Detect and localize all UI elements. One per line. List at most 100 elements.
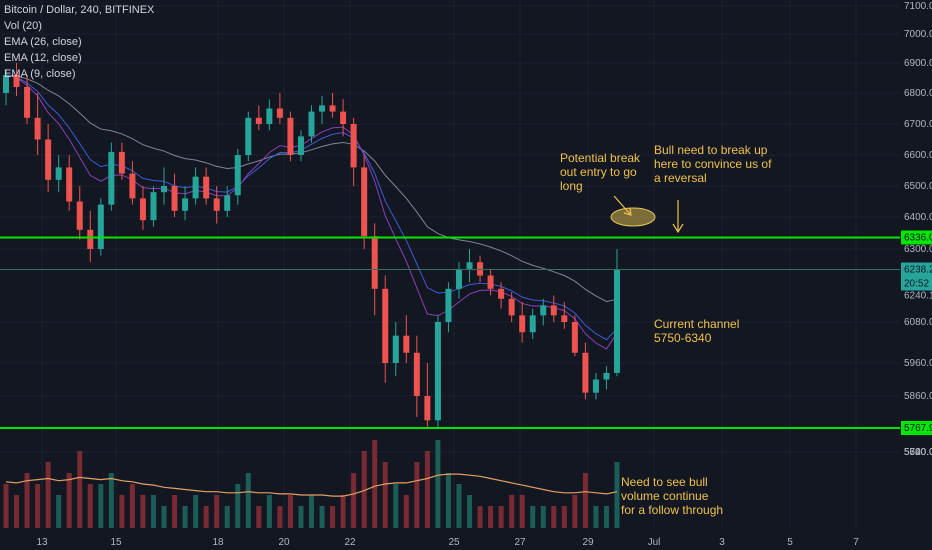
grid-lines	[0, 0, 900, 530]
volume-ma	[5, 473, 618, 497]
volume-bar	[435, 440, 441, 528]
candle	[403, 315, 410, 363]
channel-lines[interactable]	[0, 236, 900, 429]
candle	[561, 302, 568, 329]
volume-bar	[530, 506, 536, 528]
volume-bar	[424, 451, 430, 528]
volume-bar	[298, 506, 304, 528]
candle	[224, 186, 231, 217]
candle	[182, 186, 189, 221]
indicator-ema12[interactable]: EMA (12, close)	[4, 52, 82, 64]
time-axis[interactable]: 13 15 18 20 22 25 27 29 Jul 3 5 7	[0, 530, 932, 550]
price-tick: 5860.0	[904, 391, 932, 402]
candle	[45, 124, 52, 193]
volume-bar	[467, 495, 473, 528]
symbol-title[interactable]: Bitcoin / Dollar, 240, BITFINEX	[4, 4, 155, 16]
candle	[571, 315, 578, 357]
volume-bar	[361, 451, 367, 528]
candle	[519, 302, 526, 343]
volume-bar	[150, 495, 156, 528]
candle	[255, 105, 262, 131]
candle	[592, 372, 599, 400]
price-tick: 6800.0	[904, 88, 932, 99]
price-tick: 6600.0	[904, 150, 932, 161]
candle	[445, 282, 452, 333]
volume-bar	[108, 473, 114, 528]
candle	[308, 105, 315, 143]
volume-bar	[456, 484, 462, 528]
time-tick: 29	[582, 537, 594, 548]
indicator-ema9[interactable]: EMA (9, close)	[4, 68, 76, 80]
volume-bar	[203, 506, 209, 528]
indicator-ema26[interactable]: EMA (26, close)	[4, 36, 82, 48]
candle	[498, 282, 505, 309]
annotation-breakout: Potential break out entry to go long	[560, 151, 641, 193]
candle	[287, 111, 294, 162]
candle	[392, 322, 399, 377]
time-tick: 18	[212, 537, 224, 548]
price-tick: 7000.0	[904, 29, 932, 40]
volume-bar	[35, 484, 41, 528]
volume-bar	[119, 495, 125, 528]
candle	[171, 173, 178, 217]
candle	[455, 262, 462, 299]
volume-bar	[614, 462, 620, 528]
volume-bar	[287, 495, 293, 528]
candle	[487, 268, 494, 296]
volume-bar	[87, 484, 93, 528]
price-tick: 5540.0	[904, 447, 932, 458]
volume-bar	[372, 440, 378, 528]
volume-bar	[24, 473, 30, 528]
volume-bars	[3, 440, 620, 528]
svg-text:6336.0: 6336.0	[904, 232, 932, 243]
candle	[477, 255, 484, 283]
volume-bar	[509, 495, 515, 528]
price-tick: 6400.0	[904, 212, 932, 223]
price-tick: 6300.0	[904, 244, 932, 255]
candle	[329, 93, 336, 118]
volume-bar	[351, 473, 357, 528]
candle	[24, 75, 31, 124]
volume-bar	[403, 495, 409, 528]
volume-bar	[182, 506, 188, 528]
candle	[3, 69, 9, 106]
time-tick: 15	[110, 537, 122, 548]
bull-arrowhead	[672, 223, 684, 234]
chart-legend: Bitcoin / Dollar, 240, BITFINEX Vol (20)…	[4, 2, 154, 82]
volume-bar	[603, 506, 609, 528]
candle	[529, 308, 536, 340]
volume-bar	[582, 473, 588, 528]
volume-bar	[245, 473, 251, 528]
candle	[234, 148, 241, 205]
candle	[466, 249, 473, 283]
candle	[361, 155, 368, 249]
candle	[434, 315, 441, 428]
breakout-marker	[610, 195, 684, 234]
candle	[350, 117, 357, 186]
volume-bar	[266, 495, 272, 528]
price-tick: 5960.0	[904, 358, 932, 369]
volume-bar	[129, 484, 135, 528]
volume-bar	[382, 462, 388, 528]
breakout-arrow	[613, 195, 631, 215]
time-tick: 22	[344, 537, 356, 548]
time-tick: 20	[278, 537, 290, 548]
time-axis-bg[interactable]	[0, 530, 932, 550]
candle	[603, 366, 610, 390]
candle	[297, 130, 304, 162]
volume-bar	[77, 451, 83, 528]
volume-bar	[277, 506, 283, 528]
volume-bar	[309, 495, 314, 528]
candle	[582, 342, 589, 400]
volume-bar	[14, 495, 20, 528]
breakout-arrowhead	[623, 207, 632, 216]
candle	[319, 96, 326, 124]
indicator-vol[interactable]: Vol (20)	[4, 20, 42, 32]
candle	[203, 167, 210, 205]
candle	[161, 167, 168, 205]
time-tick: 5	[787, 537, 793, 548]
ema-12	[5, 74, 618, 341]
price-tick: 6080.0	[904, 317, 932, 328]
volume-bar	[56, 495, 62, 528]
